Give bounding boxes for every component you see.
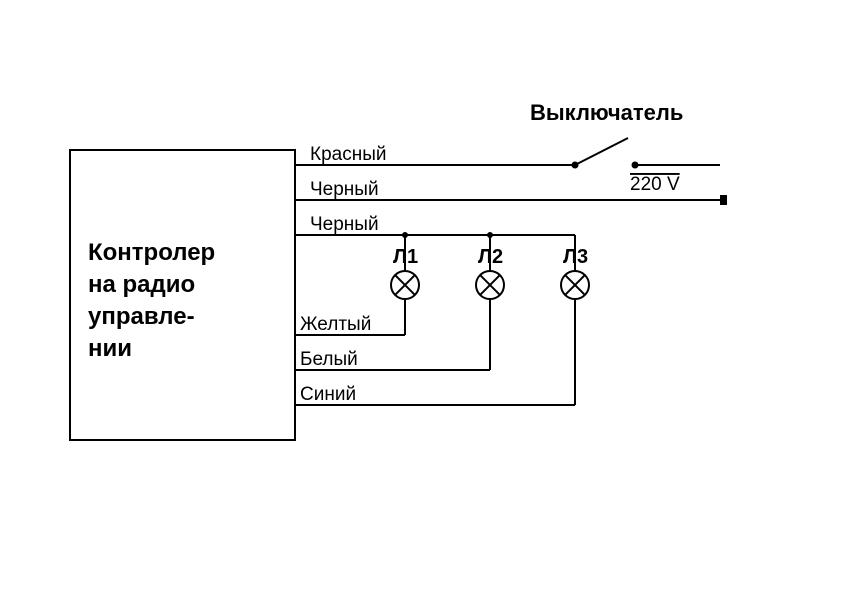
controller-text-4: нии: [88, 335, 132, 362]
controller-text-3: управле-: [88, 303, 195, 330]
lamp-l1: [391, 271, 419, 299]
label-l2: Л2: [478, 246, 503, 268]
switch-lever: [575, 138, 628, 165]
label-l1: Л1: [393, 246, 418, 268]
junction-l1-top: [402, 232, 408, 238]
lamp-l2: [476, 271, 504, 299]
junction-l2-top: [487, 232, 493, 238]
controller-text-2: на радио: [88, 271, 195, 298]
wiring-diagram: Контролер на радио управле- нии Выключат…: [0, 0, 842, 610]
terminal-block: [720, 195, 727, 205]
switch-title: Выключатель: [530, 100, 683, 125]
label-white: Белый: [300, 349, 358, 370]
label-l3: Л3: [563, 246, 588, 268]
label-red: Красный: [310, 144, 386, 165]
controller-text-1: Контролер: [88, 239, 215, 266]
voltage-label: 220 V: [630, 174, 680, 195]
label-blue: Синий: [300, 384, 356, 405]
lamp-l3: [561, 271, 589, 299]
label-yellow: Желтый: [300, 314, 371, 335]
label-black2: Черный: [310, 214, 379, 235]
label-black1: Черный: [310, 179, 379, 200]
